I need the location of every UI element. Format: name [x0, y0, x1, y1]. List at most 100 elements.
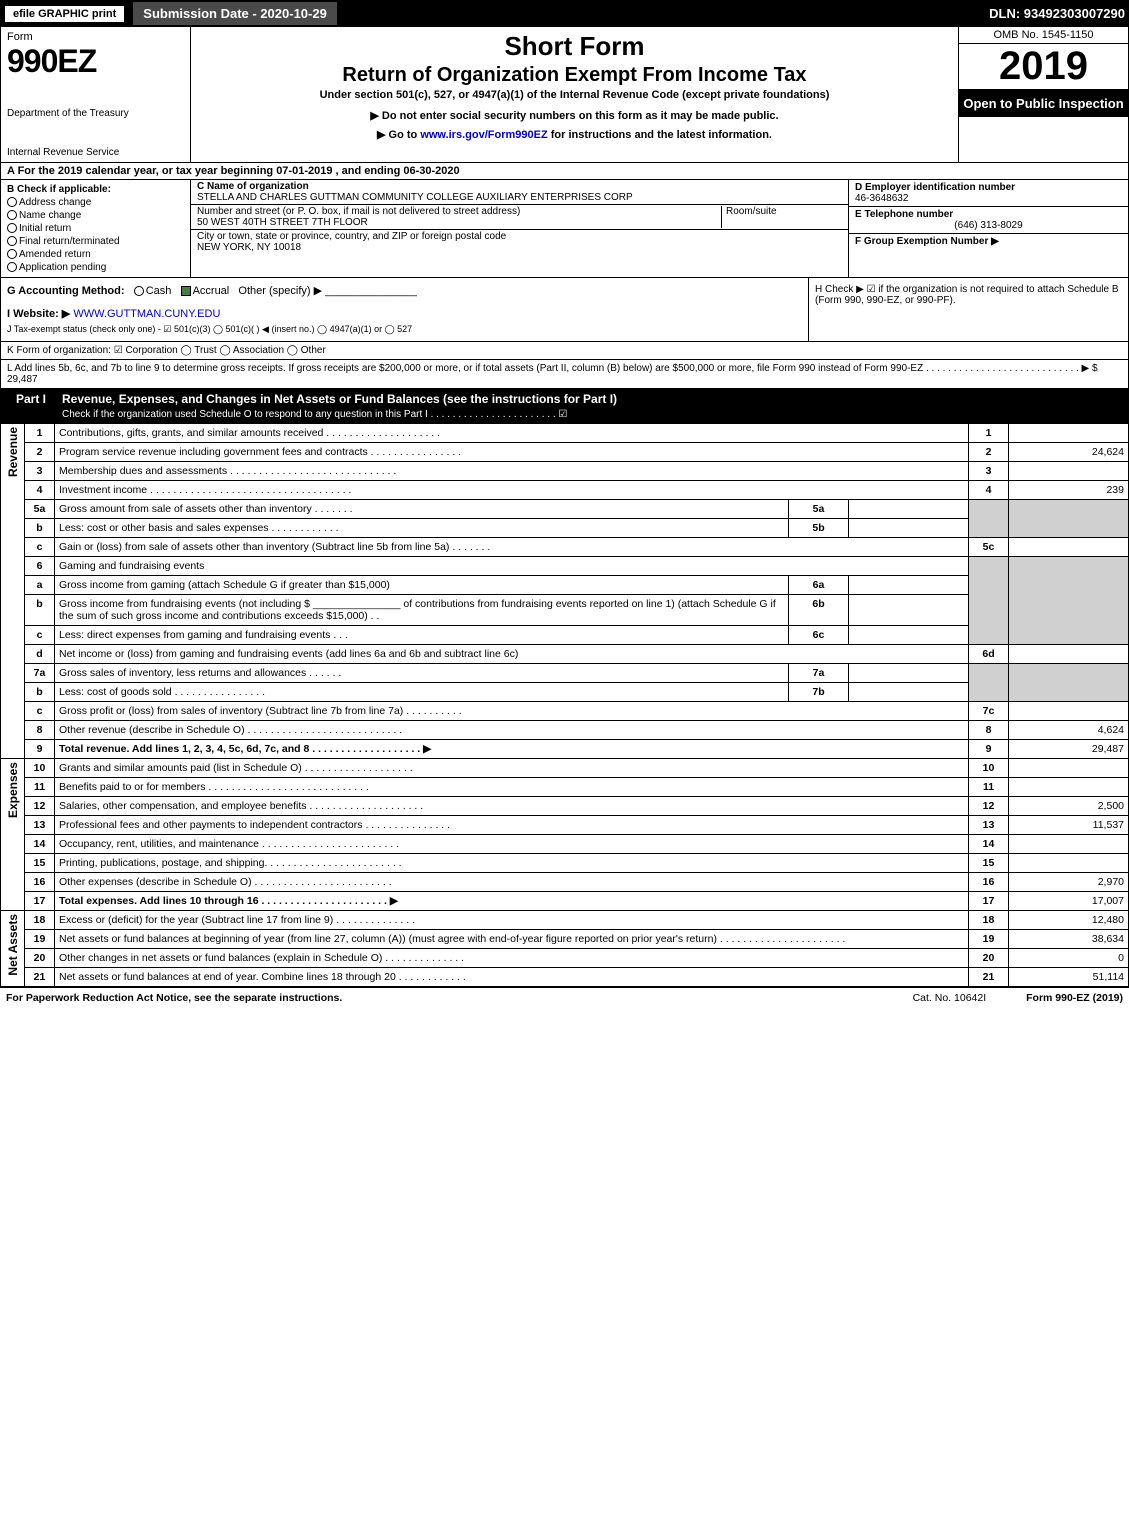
line-7a-text: Gross sales of inventory, less returns a… — [55, 664, 789, 683]
room-suite-label: Room/suite — [722, 206, 842, 228]
g-accounting: G Accounting Method: Cash Accrual Other … — [7, 284, 802, 297]
line-5c-value — [1009, 538, 1129, 557]
website-link[interactable]: WWW.GUTTMAN.CUNY.EDU — [73, 308, 220, 320]
b-address-change[interactable]: Address change — [7, 197, 184, 208]
line-5b-value — [849, 519, 969, 538]
c-city-label: City or town, state or province, country… — [197, 231, 842, 242]
line-13-value: 11,537 — [1009, 816, 1129, 835]
b-application-pending[interactable]: Application pending — [7, 262, 184, 273]
line-11-value — [1009, 778, 1129, 797]
line-1-text: Contributions, gifts, grants, and simila… — [55, 424, 969, 443]
department: Department of the Treasury — [7, 108, 184, 119]
line-15-text: Printing, publications, postage, and shi… — [55, 854, 969, 873]
line-6a-text: Gross income from gaming (attach Schedul… — [55, 576, 789, 595]
irs-label: Internal Revenue Service — [7, 147, 184, 158]
line-2-text: Program service revenue including govern… — [55, 443, 969, 462]
line-9-text: Total revenue. Add lines 1, 2, 3, 4, 5c,… — [55, 740, 969, 759]
line-7a-value — [849, 664, 969, 683]
line-11-text: Benefits paid to or for members . . . . … — [55, 778, 969, 797]
line-5c-text: Gain or (loss) from sale of assets other… — [55, 538, 969, 557]
line-5b-text: Less: cost or other basis and sales expe… — [55, 519, 789, 538]
line-20-text: Other changes in net assets or fund bala… — [55, 949, 969, 968]
line-18-value: 12,480 — [1009, 911, 1129, 930]
section-d-e-f: D Employer identification number 46-3648… — [848, 180, 1128, 277]
line-7c-text: Gross profit or (loss) from sales of inv… — [55, 702, 969, 721]
line-6b-text: Gross income from fundraising events (no… — [55, 595, 789, 626]
line-6c-value — [849, 626, 969, 645]
line-6d-value — [1009, 645, 1129, 664]
expenses-side-label: Expenses — [1, 759, 25, 911]
h-section: H Check ▶ ☑ if the organization is not r… — [808, 278, 1128, 341]
lines-table: Revenue 1 Contributions, gifts, grants, … — [0, 423, 1129, 987]
section-b: B Check if applicable: Address change Na… — [1, 180, 191, 277]
header-center: Short Form Return of Organization Exempt… — [191, 27, 958, 162]
header-right: OMB No. 1545-1150 2019 Open to Public In… — [958, 27, 1128, 162]
section-b-through-f: B Check if applicable: Address change Na… — [0, 180, 1129, 278]
return-title: Return of Organization Exempt From Incom… — [199, 64, 950, 87]
top-bar: efile GRAPHIC print Submission Date - 20… — [0, 0, 1129, 27]
paperwork-notice: For Paperwork Reduction Act Notice, see … — [6, 992, 342, 1004]
b-final-return[interactable]: Final return/terminated — [7, 236, 184, 247]
line-10-text: Grants and similar amounts paid (list in… — [55, 759, 969, 778]
e-label: E Telephone number — [855, 209, 1122, 220]
line-4-value: 239 — [1009, 481, 1129, 500]
i-website: I Website: ▶ WWW.GUTTMAN.CUNY.EDU — [7, 307, 802, 320]
line-12-text: Salaries, other compensation, and employ… — [55, 797, 969, 816]
j-tax-exempt: J Tax-exempt status (check only one) - ☑… — [7, 324, 802, 335]
part-i-subtitle: Check if the organization used Schedule … — [62, 409, 567, 420]
g-accrual-check[interactable] — [181, 286, 191, 296]
l-gross-receipts: L Add lines 5b, 6c, and 7b to line 9 to … — [0, 360, 1129, 389]
irs-link[interactable]: www.irs.gov/Form990EZ — [420, 129, 547, 141]
line-6b-value — [849, 595, 969, 626]
header-left: Form 990EZ Department of the Treasury In… — [1, 27, 191, 162]
c-street-label: Number and street (or P. O. box, if mail… — [197, 206, 717, 217]
g-cash-radio[interactable] — [134, 286, 144, 296]
line-6a-value — [849, 576, 969, 595]
line-12-value: 2,500 — [1009, 797, 1129, 816]
f-label: F Group Exemption Number ▶ — [855, 236, 1122, 247]
dln: DLN: 93492303007290 — [989, 6, 1125, 21]
under-section: Under section 501(c), 527, or 4947(a)(1)… — [199, 89, 950, 101]
short-form-title: Short Form — [199, 31, 950, 62]
org-street: 50 WEST 40TH STREET 7TH FLOOR — [197, 217, 717, 228]
line-9-value: 29,487 — [1009, 740, 1129, 759]
section-g-h-i-j: G Accounting Method: Cash Accrual Other … — [0, 278, 1129, 342]
line-21-value: 51,114 — [1009, 968, 1129, 987]
goto-pre: ▶ Go to — [377, 129, 420, 141]
line-6d-text: Net income or (loss) from gaming and fun… — [55, 645, 969, 664]
form-word: Form — [7, 31, 184, 43]
line-14-text: Occupancy, rent, utilities, and maintena… — [55, 835, 969, 854]
submission-date: Submission Date - 2020-10-29 — [133, 2, 337, 25]
b-amended-return[interactable]: Amended return — [7, 249, 184, 260]
part-i-header: Part I Revenue, Expenses, and Changes in… — [0, 389, 1129, 423]
goto-post: for instructions and the latest informat… — [548, 129, 772, 141]
line-6c-text: Less: direct expenses from gaming and fu… — [55, 626, 789, 645]
section-c: C Name of organization STELLA AND CHARLE… — [191, 180, 848, 277]
line-2-value: 24,624 — [1009, 443, 1129, 462]
line-15-value — [1009, 854, 1129, 873]
line-19-value: 38,634 — [1009, 930, 1129, 949]
tax-year: 2019 — [959, 44, 1128, 90]
open-to-public: Open to Public Inspection — [959, 90, 1128, 117]
revenue-side-label: Revenue — [1, 424, 25, 759]
line-1-value — [1009, 424, 1129, 443]
form-number: 990EZ — [7, 43, 184, 80]
netassets-side-label: Net Assets — [1, 911, 25, 987]
k-form-of-org: K Form of organization: ☑ Corporation ◯ … — [0, 342, 1129, 360]
line-8-value: 4,624 — [1009, 721, 1129, 740]
line-6-text: Gaming and fundraising events — [55, 557, 969, 576]
b-initial-return[interactable]: Initial return — [7, 223, 184, 234]
line-17-text: Total expenses. Add lines 10 through 16 … — [55, 892, 969, 911]
c-name-label: C Name of organization — [197, 181, 842, 192]
part-i-title: Revenue, Expenses, and Changes in Net As… — [62, 392, 617, 406]
b-name-change[interactable]: Name change — [7, 210, 184, 221]
line-3-value — [1009, 462, 1129, 481]
line-19-text: Net assets or fund balances at beginning… — [55, 930, 969, 949]
line-7b-text: Less: cost of goods sold . . . . . . . .… — [55, 683, 789, 702]
line-5a-value — [849, 500, 969, 519]
d-label: D Employer identification number — [855, 182, 1122, 193]
line-17-value: 17,007 — [1009, 892, 1129, 911]
efile-print-button[interactable]: efile GRAPHIC print — [4, 5, 125, 23]
org-city: NEW YORK, NY 10018 — [197, 242, 842, 253]
line-16-value: 2,970 — [1009, 873, 1129, 892]
